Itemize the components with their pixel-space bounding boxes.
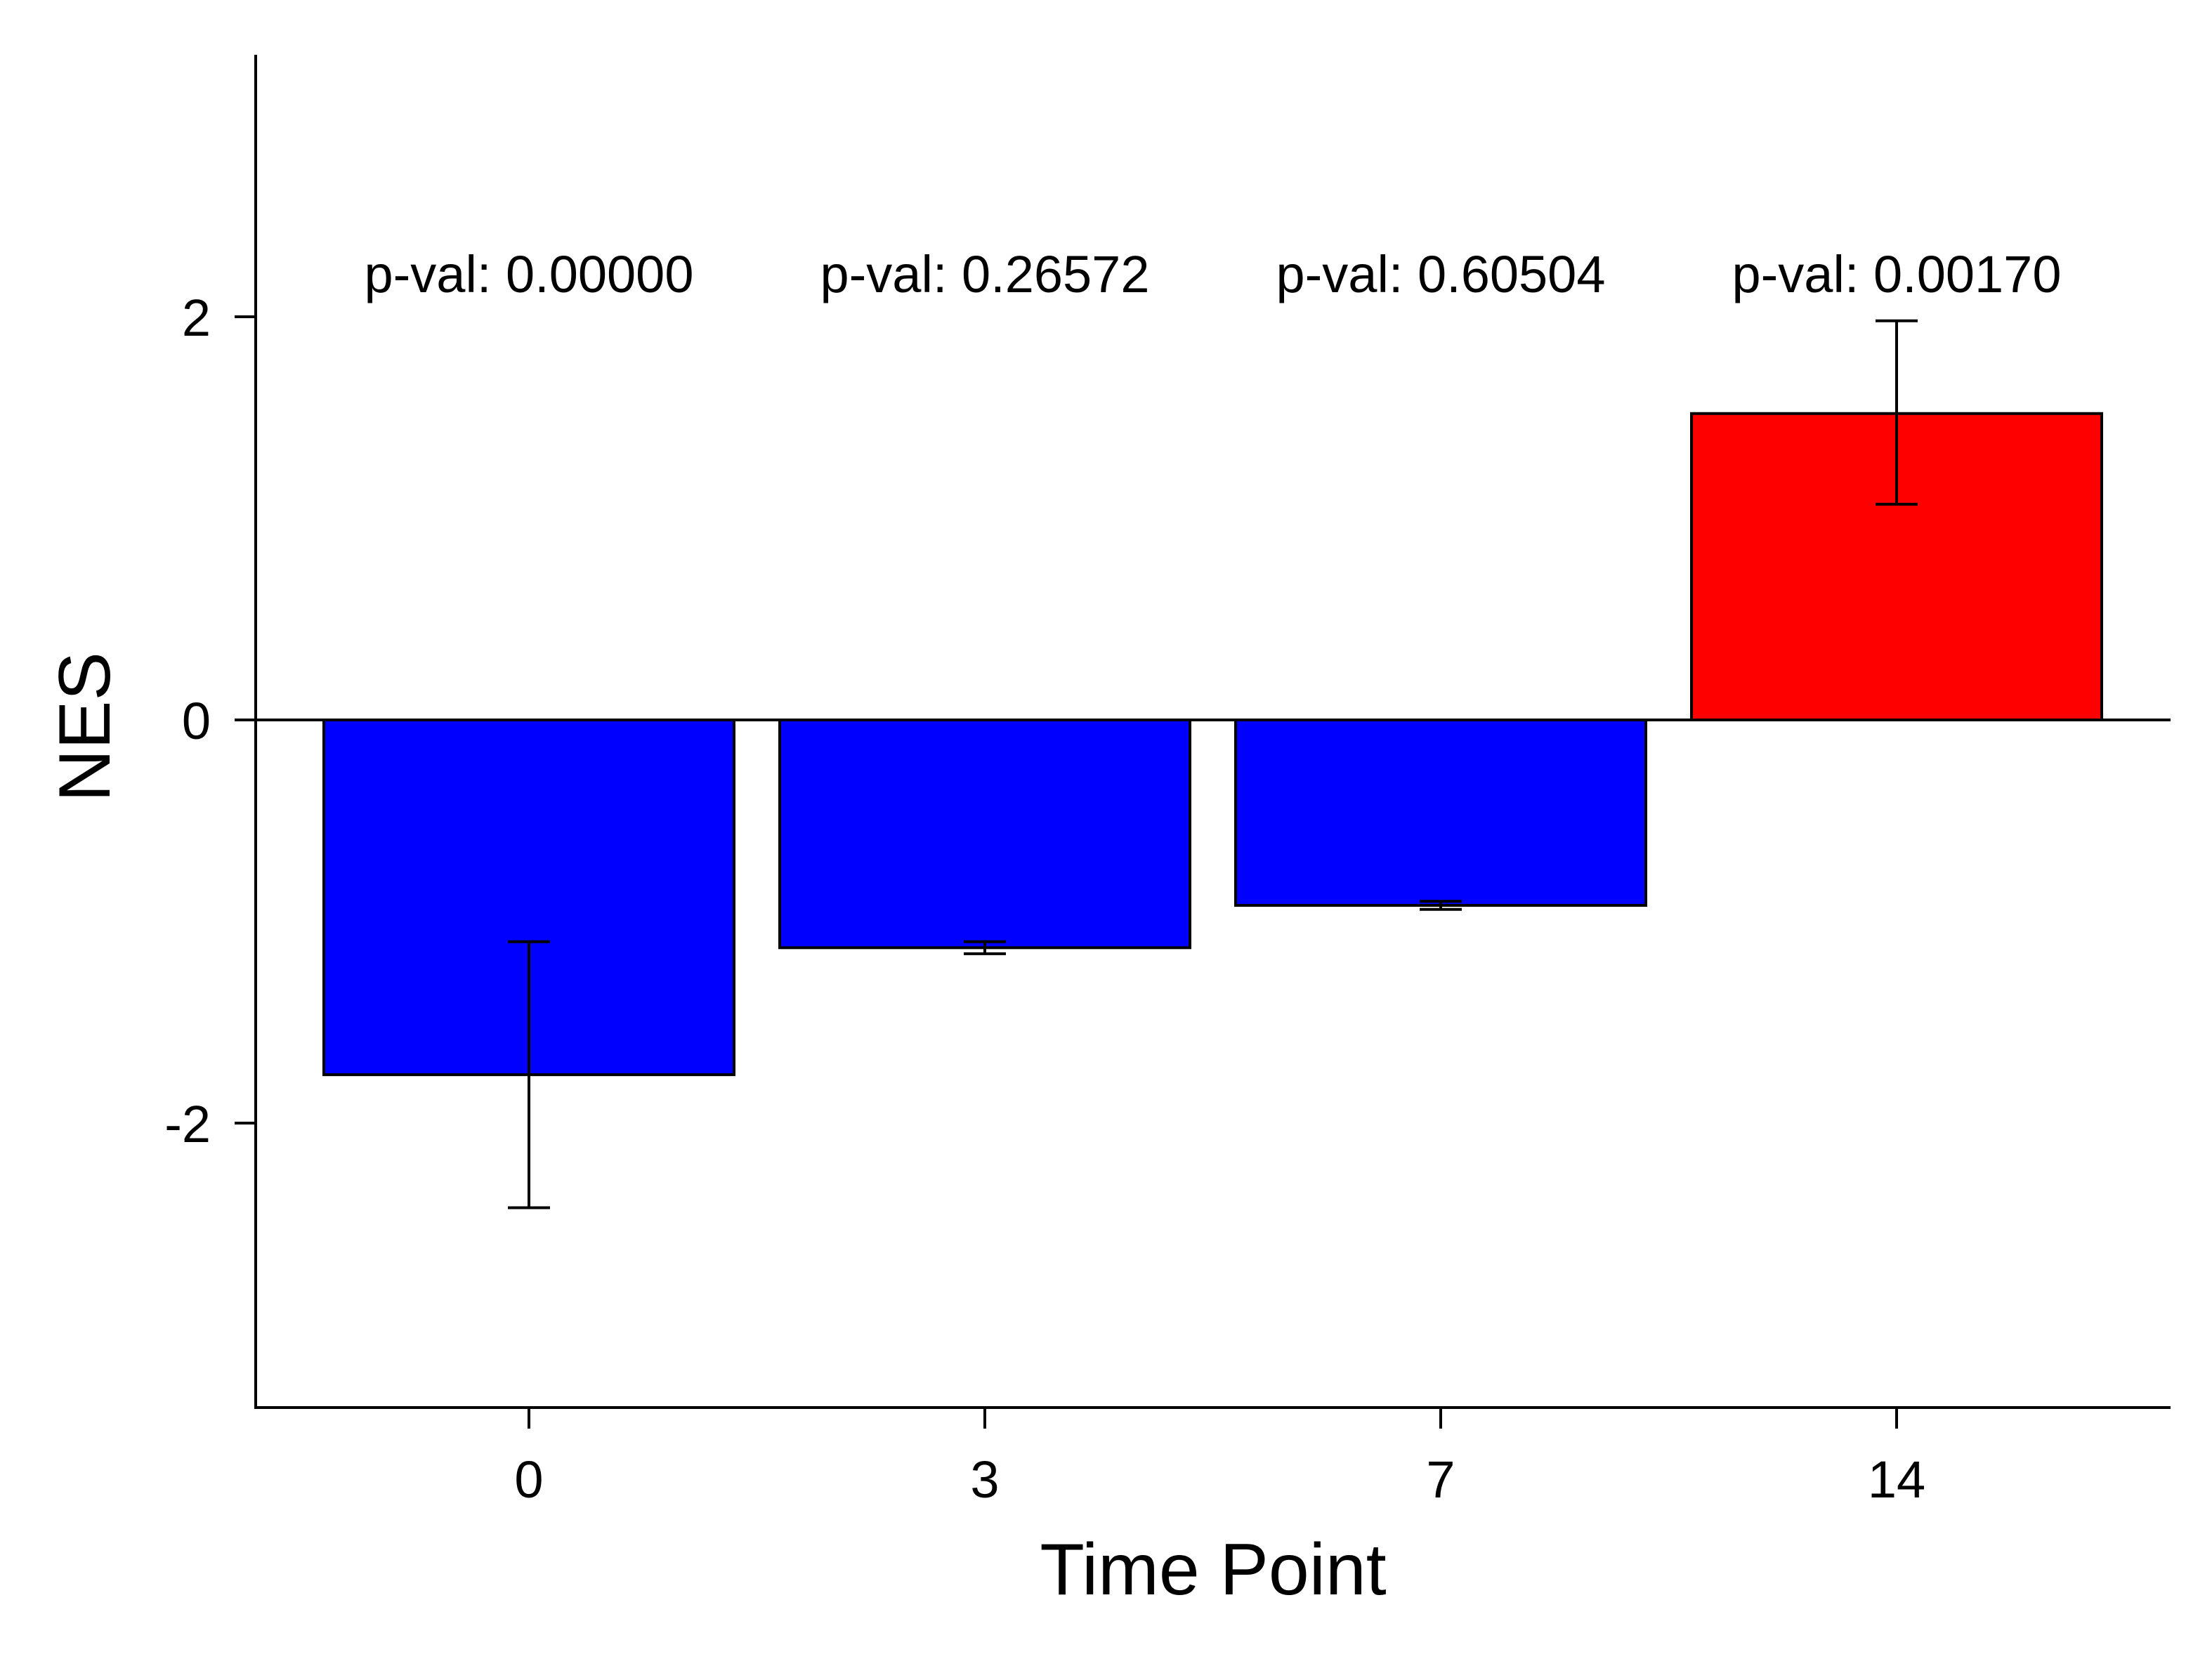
p-value-label: p-val: 0.60504 [1276,245,1605,303]
error-bar-7 [1420,900,1462,911]
error-bars-layer [508,319,1918,1209]
error-bar-0 [508,940,550,1209]
bar-7 [1234,719,1647,907]
x-tick-label: 14 [1868,1450,1925,1509]
y-tick-label: 2 [182,289,211,347]
x-tick-label: 3 [970,1450,999,1509]
error-bar-3 [964,940,1006,955]
x-ticks-layer: 0 3 7 14 [514,1408,1925,1509]
x-axis-title: Time Point [1040,1529,1386,1611]
p-value-annotations: p-val: 0.00000 p-val: 0.26572 p-val: 0.605… [364,245,2061,303]
p-value-label: p-val: 0.00000 [364,245,693,303]
y-tick-label: -2 [164,1095,211,1153]
bar-3 [778,719,1191,950]
y-tick-label: 0 [182,692,211,750]
p-value-label: p-val: 0.26572 [820,245,1149,303]
error-bar-14 [1876,319,1918,506]
y-axis-title: NES [44,652,126,802]
x-tick-label: 0 [514,1450,543,1509]
p-value-label: p-val: 0.00170 [1732,245,2061,303]
x-tick-label: 7 [1426,1450,1455,1509]
bars-layer [322,412,2103,1077]
y-ticks-layer: -2 0 2 [164,289,256,1153]
